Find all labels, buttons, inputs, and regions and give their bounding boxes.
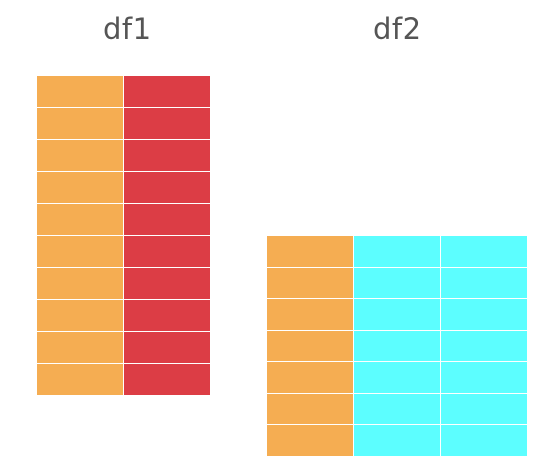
df1-cell-r1-c2 bbox=[124, 76, 210, 107]
df1-cell-r4-c1 bbox=[37, 172, 123, 203]
df1-cell-r1-c1 bbox=[37, 76, 123, 107]
df2-cell-r3-c2 bbox=[354, 299, 440, 330]
df1-cell-r10-c2 bbox=[124, 364, 210, 395]
df1-cell-r5-c2 bbox=[124, 204, 210, 235]
df1-cell-r10-c1 bbox=[37, 364, 123, 395]
df2-cell-r1-c2 bbox=[354, 236, 440, 267]
df1-cell-r9-c2 bbox=[124, 332, 210, 363]
df2-cell-r2-c2 bbox=[354, 267, 440, 298]
df2-cell-r4-c2 bbox=[354, 330, 440, 361]
df1-cell-r3-c1 bbox=[37, 140, 123, 171]
df2-cell-r3-c1 bbox=[267, 299, 353, 330]
df1-title: df1 bbox=[103, 12, 152, 46]
df1-cell-r7-c2 bbox=[124, 268, 210, 299]
df1-table bbox=[37, 76, 210, 395]
df2-cell-r5-c1 bbox=[267, 362, 353, 393]
df2-cell-r4-c3 bbox=[441, 330, 527, 361]
df1-cell-r6-c1 bbox=[37, 236, 123, 267]
df1-cell-r6-c2 bbox=[124, 236, 210, 267]
df1-cell-r7-c1 bbox=[37, 268, 123, 299]
df1-cell-r2-c1 bbox=[37, 108, 123, 139]
df2-cell-r7-c1 bbox=[267, 425, 353, 456]
df2-table bbox=[267, 236, 527, 456]
df2-title: df2 bbox=[373, 12, 422, 46]
df2-cell-r4-c1 bbox=[267, 330, 353, 361]
df2-cell-r2-c3 bbox=[441, 267, 527, 298]
df1-cell-r8-c2 bbox=[124, 300, 210, 331]
df1-cell-r3-c2 bbox=[124, 140, 210, 171]
df1-cell-r9-c1 bbox=[37, 332, 123, 363]
df2-cell-r1-c1 bbox=[267, 236, 353, 267]
df2-cell-r5-c3 bbox=[441, 362, 527, 393]
df2-cell-r6-c3 bbox=[441, 393, 527, 424]
df2-cell-r6-c2 bbox=[354, 393, 440, 424]
df1-cell-r4-c2 bbox=[124, 172, 210, 203]
df2-cell-r1-c3 bbox=[441, 236, 527, 267]
df2-cell-r7-c2 bbox=[354, 425, 440, 456]
df1-cell-r2-c2 bbox=[124, 108, 210, 139]
df2-cell-r7-c3 bbox=[441, 425, 527, 456]
df2-cell-r2-c1 bbox=[267, 267, 353, 298]
df1-cell-r8-c1 bbox=[37, 300, 123, 331]
df1-cell-r5-c1 bbox=[37, 204, 123, 235]
df2-cell-r6-c1 bbox=[267, 393, 353, 424]
df2-cell-r5-c2 bbox=[354, 362, 440, 393]
df2-cell-r3-c3 bbox=[441, 299, 527, 330]
